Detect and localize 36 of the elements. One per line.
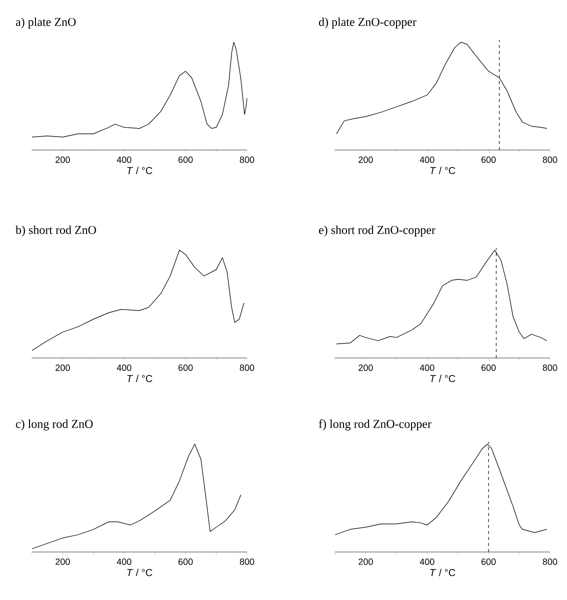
chart-title: f) long rod ZnO-copper [318,419,432,430]
x-tick-label: 800 [542,364,558,371]
x-tick-label: 800 [240,558,254,565]
x-tick-label: 600 [178,156,193,163]
chart-title: e) short rod ZnO-copper [319,226,436,236]
x-tick-label: 800 [542,156,558,163]
x-tick-label: 600 [482,364,496,371]
chart-title: b) short rod ZnO [16,226,96,236]
x-tick-label: 200 [358,156,373,163]
chart-title: c) long rod ZnO [16,420,93,430]
x-tick-label: 200 [56,558,70,565]
x-tick-label: 800 [240,156,254,163]
x-tick-label: 600 [482,156,496,163]
x-tick-label: 400 [420,156,434,163]
x-axis-title: T / °C [430,374,456,382]
x-axis-title: T / °C [127,374,152,382]
x-tick-label: 400 [116,558,132,565]
x-tick-label: 400 [420,364,434,371]
x-tick-label: 200 [358,364,373,371]
x-tick-label: 600 [178,364,193,371]
x-axis-title: T / °C [127,568,152,576]
chart-title: a) plate ZnO [16,18,76,28]
x-tick-label: 600 [178,558,193,565]
x-tick-label: 600 [482,558,496,565]
x-tick-label: 200 [56,364,70,371]
x-tick-label: 400 [116,156,132,163]
chart-title: d) plate ZnO-copper [318,18,416,28]
x-tick-label: 800 [240,364,254,371]
x-tick-label: 800 [542,558,558,565]
x-axis-title: T / °C [430,166,456,174]
x-tick-label: 200 [56,156,70,163]
x-axis-title: T / °C [430,568,456,576]
x-tick-label: 400 [116,364,132,371]
x-tick-label: 400 [420,558,434,565]
x-tick-label: 200 [358,558,373,565]
x-axis-title: T / °C [127,166,152,174]
